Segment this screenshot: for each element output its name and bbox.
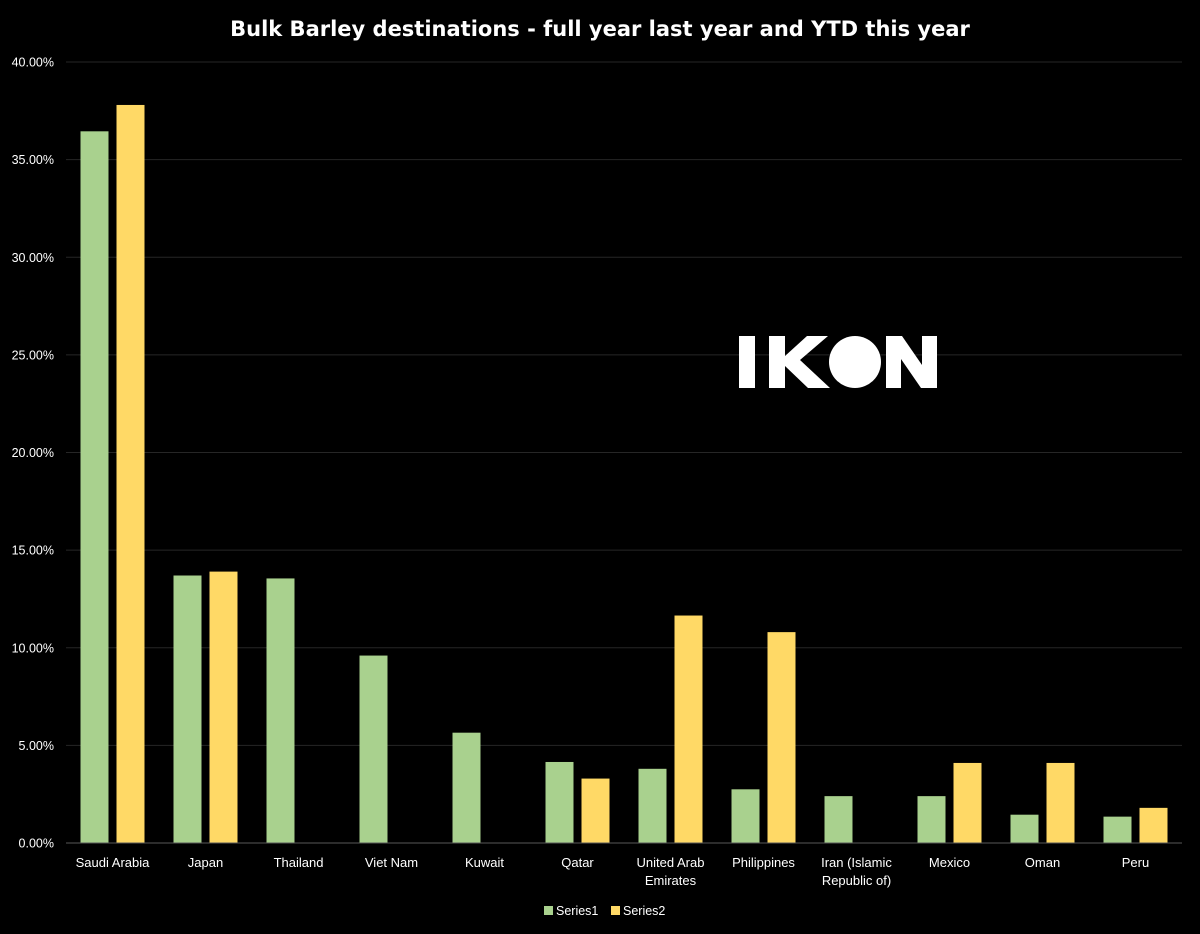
ikon-logo: IKON [739, 336, 937, 388]
x-category-label: Viet Nam [365, 855, 418, 870]
y-tick-label: 0.00% [19, 837, 54, 851]
x-category-label: Peru [1122, 855, 1149, 870]
y-tick-label: 20.00% [12, 446, 54, 460]
y-tick-label: 30.00% [12, 251, 54, 265]
y-axis-tick-labels: 0.00% 5.00% 10.00% 15.00% 20.00% 25.00% 30.00%… [12, 56, 54, 851]
bar-series1-1 [80, 131, 109, 844]
x-category-label: Thailand [274, 855, 324, 870]
y-tick-label: 40.00% [12, 56, 54, 70]
x-category-label: Emirates [645, 873, 697, 888]
logo-letter-k [769, 336, 830, 388]
bar-series1-8 [731, 789, 760, 843]
logo-letter-n [886, 336, 937, 388]
bar-series1-3 [266, 578, 295, 843]
bar-series1-2 [173, 575, 202, 843]
bar-series1-12 [1103, 816, 1132, 843]
legend-swatch-series1 [544, 906, 553, 915]
y-tick-label: 10.00% [12, 641, 54, 655]
bar-series1-10 [917, 796, 946, 843]
legend-label-series1: Series1 [556, 904, 598, 918]
x-category-label: United Arab [637, 855, 705, 870]
x-category-label: Kuwait [465, 855, 504, 870]
bar-series1-11 [1010, 814, 1039, 843]
bar-series2-6 [581, 778, 610, 843]
bar-series2-10 [953, 762, 982, 843]
gridlines [66, 61, 1182, 746]
y-tick-label: 25.00% [12, 348, 54, 362]
x-category-label: Philippines [732, 855, 795, 870]
x-category-label: Oman [1025, 855, 1060, 870]
x-category-label: Japan [188, 855, 223, 870]
legend: Series1 Series2 [544, 904, 665, 918]
y-tick-label: 15.00% [12, 544, 54, 558]
chart-title: Bulk Barley destinations - full year las… [230, 17, 970, 41]
bar-series1-4 [359, 655, 388, 843]
legend-label-series2: Series2 [623, 904, 665, 918]
legend-swatch-series2 [611, 906, 620, 915]
bars [80, 104, 1168, 844]
x-category-label: Republic of) [822, 873, 891, 888]
bar-series2-2 [209, 571, 238, 843]
x-category-label: Qatar [561, 855, 594, 870]
x-category-label: Iran (Islamic [821, 855, 892, 870]
bar-series1-6 [545, 761, 574, 843]
y-tick-label: 5.00% [19, 739, 54, 753]
bar-series1-5 [452, 732, 481, 843]
bar-series2-12 [1139, 807, 1168, 843]
bar-series2-8 [767, 632, 796, 843]
y-tick-label: 35.00% [12, 153, 54, 167]
bar-series2-7 [674, 615, 703, 843]
bar-series2-11 [1046, 762, 1075, 843]
logo-letter-i [739, 336, 755, 388]
x-category-label: Saudi Arabia [76, 855, 150, 870]
bar-series2-1 [116, 104, 145, 843]
x-category-label: Mexico [929, 855, 970, 870]
x-axis-category-labels: Saudi Arabia Japan Thailand Viet Nam Kuwait Q… [76, 855, 1150, 888]
bar-series1-7 [638, 768, 667, 843]
bar-series1-9 [824, 796, 853, 843]
logo-letter-o [829, 336, 881, 388]
